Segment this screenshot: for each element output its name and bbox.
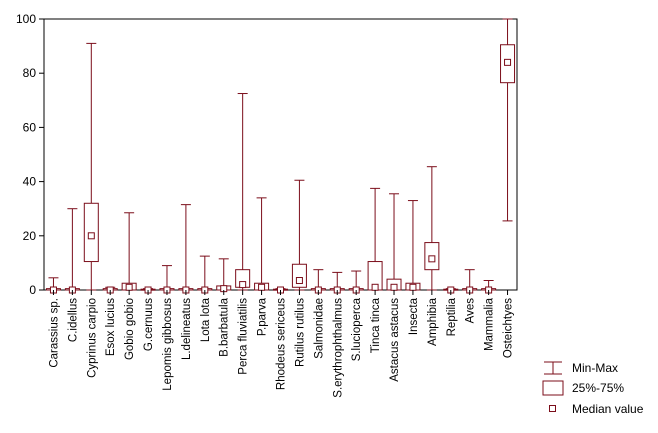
x-tick-label: Osteichtyes	[503, 298, 515, 358]
legend-item-median: Median value	[549, 402, 644, 416]
y-tick-label: 40	[23, 175, 37, 189]
median-marker	[258, 283, 266, 291]
x-tick-label: Salmonidae	[313, 298, 325, 359]
box-cyprinus-carpio	[83, 42, 99, 291]
median-marker	[390, 283, 398, 291]
x-tick-label: B.barbatula	[219, 297, 231, 356]
median-marker	[371, 283, 379, 291]
box-amphibia	[424, 166, 440, 291]
median-marker	[239, 281, 247, 289]
legend-item-quartile: 25%-75%	[542, 380, 624, 396]
x-tick-label: Esox lucius	[105, 298, 117, 356]
median-marker	[504, 58, 512, 66]
median-marker	[428, 255, 436, 263]
x-tick-label: Tinca tinca	[370, 297, 382, 353]
legend-label-min-max: Min-Max	[572, 361, 618, 375]
x-tick-label: Astacus astacus	[389, 298, 401, 382]
x-tick-label: Reptilia	[446, 297, 458, 336]
x-tick-label: Lepomis gibbosus	[162, 298, 174, 391]
x-tick-label: Insecta	[408, 297, 420, 335]
median-marker	[409, 283, 417, 291]
x-tick-label: Lota lota	[200, 297, 212, 342]
y-axis: 0 20 40 60 80 100	[16, 12, 44, 297]
x-tick-label: S.erythrophthalmus	[332, 298, 344, 398]
x-tick-label: Rutilus rutilus	[294, 298, 306, 367]
x-tick-label: Mammalia	[484, 297, 496, 351]
median-marker	[295, 277, 303, 285]
box-rutilus-rutilus	[291, 179, 307, 291]
y-tick-label: 60	[23, 120, 37, 134]
box-osteichtyes	[500, 18, 516, 222]
x-tick-label: Perca fluviatilis	[238, 298, 250, 375]
x-tick-label: C.idellus	[67, 298, 79, 342]
y-tick-label: 80	[23, 66, 37, 80]
x-tick-label: Gobio gobio	[124, 298, 136, 360]
x-tick-label: Cyprinus carpio	[86, 298, 98, 378]
legend-item-min-max: Min-Max	[544, 361, 618, 375]
x-tick-label: Carassius sp.	[48, 298, 60, 368]
x-tick-label: Rhodeus sericeus	[276, 298, 288, 390]
x-tick-label: P.parva	[257, 297, 269, 336]
median-marker	[87, 232, 95, 240]
box-c-idellus	[64, 208, 80, 294]
y-tick-label: 20	[23, 229, 37, 243]
legend: Min-Max 25%-75% Median value	[542, 361, 644, 416]
legend-label-quartile: 25%-75%	[572, 381, 624, 395]
x-axis: Carassius sp. C.idellus Cyprinus carpio Eso…	[48, 290, 515, 398]
y-tick-label: 0	[29, 283, 36, 297]
y-tick-label: 100	[16, 12, 36, 26]
x-tick-label: G.cernuus	[143, 298, 155, 351]
median-marker	[125, 283, 133, 291]
legend-box-swatch	[542, 380, 564, 396]
x-tick-label: S.lucioperca	[351, 297, 363, 361]
legend-median-swatch	[549, 405, 556, 412]
x-tick-label: Amphibia	[427, 297, 439, 346]
x-tick-label: Aves	[465, 298, 477, 324]
legend-label-median: Median value	[572, 402, 644, 416]
box-perca-fluviatilis	[235, 93, 251, 291]
plot-area	[43, 18, 518, 291]
x-tick-label: L.delineatus	[181, 298, 193, 360]
